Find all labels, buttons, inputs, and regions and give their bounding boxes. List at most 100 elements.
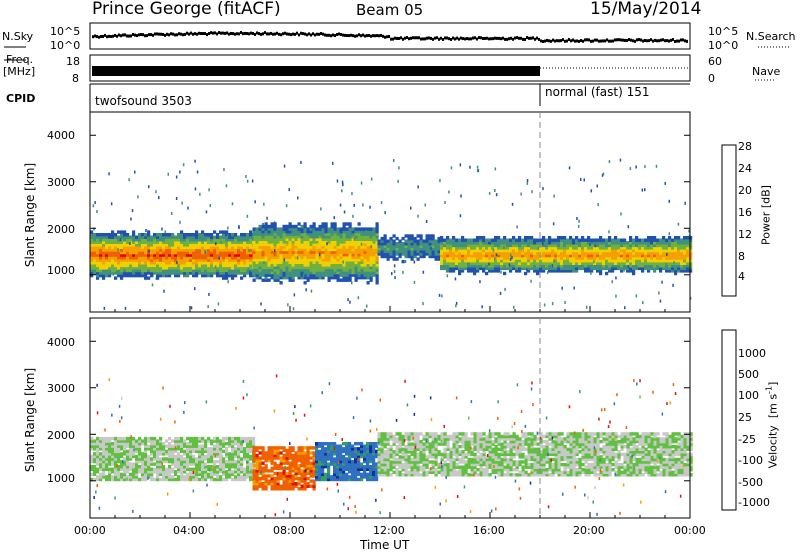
power-echo-cell (363, 240, 367, 244)
power-echo-cell (249, 248, 253, 252)
nsky-trace-segment (622, 38, 624, 42)
power-echo-cell (288, 222, 292, 226)
power-echo-cell (225, 253, 229, 257)
power-echo-cell (526, 268, 528, 272)
power-echo-cell (395, 252, 399, 256)
power-echo-cell (479, 280, 481, 284)
velocity-echo-cell (306, 456, 310, 460)
power-echo-cell (482, 241, 486, 245)
power-echo-cell (159, 271, 163, 275)
power-echo-cell (303, 276, 307, 280)
velocity-echo-cell (324, 477, 328, 482)
power-echo-cell (207, 261, 211, 265)
velocity-echo-cell (243, 439, 247, 443)
nsky-trace-segment (418, 36, 420, 40)
velocity-echo-cell (156, 452, 160, 456)
power-echo-cell (243, 233, 247, 237)
velocity-echo-cell (321, 470, 325, 474)
nsky-trace-segment (446, 36, 448, 40)
power-echo-cell (590, 259, 594, 263)
power-echo-cell (485, 246, 489, 250)
power-echo-cell (168, 243, 172, 247)
power-echo-cell (668, 241, 672, 245)
power-echo-cell (372, 229, 376, 234)
power-echo-cell (276, 232, 280, 236)
power-echo-cell (264, 237, 268, 241)
power-echo-cell (213, 256, 217, 260)
velocity-echo-cell (285, 456, 289, 460)
velocity-echo-cell (195, 442, 199, 446)
power-echo-cell (270, 258, 274, 262)
velocity-echo-cell (246, 454, 250, 459)
power-echo-cell (476, 243, 480, 248)
velocity-echo-cell (216, 465, 220, 469)
velocity-echo-cell (297, 469, 301, 473)
power-echo-cell (662, 246, 666, 250)
power-echo-cell (497, 241, 501, 245)
power-echo-cell (159, 235, 163, 239)
velocity-echo-cell (93, 439, 97, 443)
velocity-echo-cell (192, 477, 196, 482)
power-echo-cell (536, 266, 540, 271)
power-echo-cell (509, 269, 513, 273)
power-echo-cell (632, 266, 636, 271)
power-echo-cell (267, 270, 271, 275)
power-echo-cell (129, 235, 133, 239)
power-echo-cell (366, 304, 368, 308)
power-echo-cell (348, 229, 352, 234)
power-echo-cell (270, 253, 274, 257)
velocity-echo-cell (183, 457, 187, 461)
velocity-echo-cell (276, 476, 280, 481)
power-echo-cell (120, 271, 124, 275)
nsky-trace-segment (178, 32, 180, 36)
power-echo-cell (360, 235, 364, 239)
power-echo-cell (315, 260, 319, 264)
velocity-echo-cell (129, 436, 133, 441)
velocity-echo-cell (261, 476, 265, 481)
power-echo-cell (644, 188, 646, 192)
velocity-echo-cell (297, 453, 301, 458)
velocity-echo-cell (255, 446, 259, 450)
velocity-echo-cell (225, 449, 229, 454)
power-echo-cell (279, 242, 283, 247)
power-echo-cell (485, 256, 489, 260)
power-echo-cell (261, 227, 265, 231)
power-echo-cell (228, 250, 232, 255)
power-echo-cell (210, 268, 214, 273)
velocity-echo-cell (252, 484, 256, 488)
nsky-trace-segment (586, 38, 588, 42)
power-echo-cell (516, 225, 518, 229)
power-echo-cell (363, 250, 367, 254)
power-echo-cell (584, 243, 588, 248)
velocity-echo-cell (219, 465, 223, 469)
power-echo-cell (605, 241, 609, 245)
velocity-echo-cell (252, 439, 256, 443)
velocity-echo-cell (273, 446, 277, 450)
velocity-echo-cell (264, 464, 268, 468)
velocity-echo-cell (141, 462, 145, 466)
power-echo-cell (455, 266, 459, 271)
power-echo-cell (434, 254, 438, 259)
velocity-echo-cell (207, 454, 211, 459)
velocity-echo-cell (186, 475, 190, 479)
power-echo-cell (512, 264, 516, 268)
power-echo-cell (647, 256, 651, 260)
power-echo-cell (455, 253, 459, 258)
power-echo-cell (318, 258, 322, 262)
power-echo-cell (452, 253, 456, 258)
velocity-echo-cell (198, 454, 202, 459)
velocity-echo-cell (243, 467, 247, 471)
power-echo-cell (222, 258, 226, 262)
power-echo-cell (354, 263, 358, 267)
power-echo-cell (351, 265, 355, 270)
power-echo-cell (503, 251, 507, 255)
velocity-echo-cell (96, 447, 100, 451)
power-echo-cell (288, 224, 292, 229)
power-echo-cell (270, 268, 274, 272)
power-echo-cell (204, 268, 208, 273)
velocity-echo-cell (120, 444, 124, 448)
power-echo-cell (234, 243, 238, 247)
velocity-echo-cell (246, 462, 250, 466)
power-echo-cell (108, 261, 112, 265)
power-echo-cell (156, 276, 160, 280)
